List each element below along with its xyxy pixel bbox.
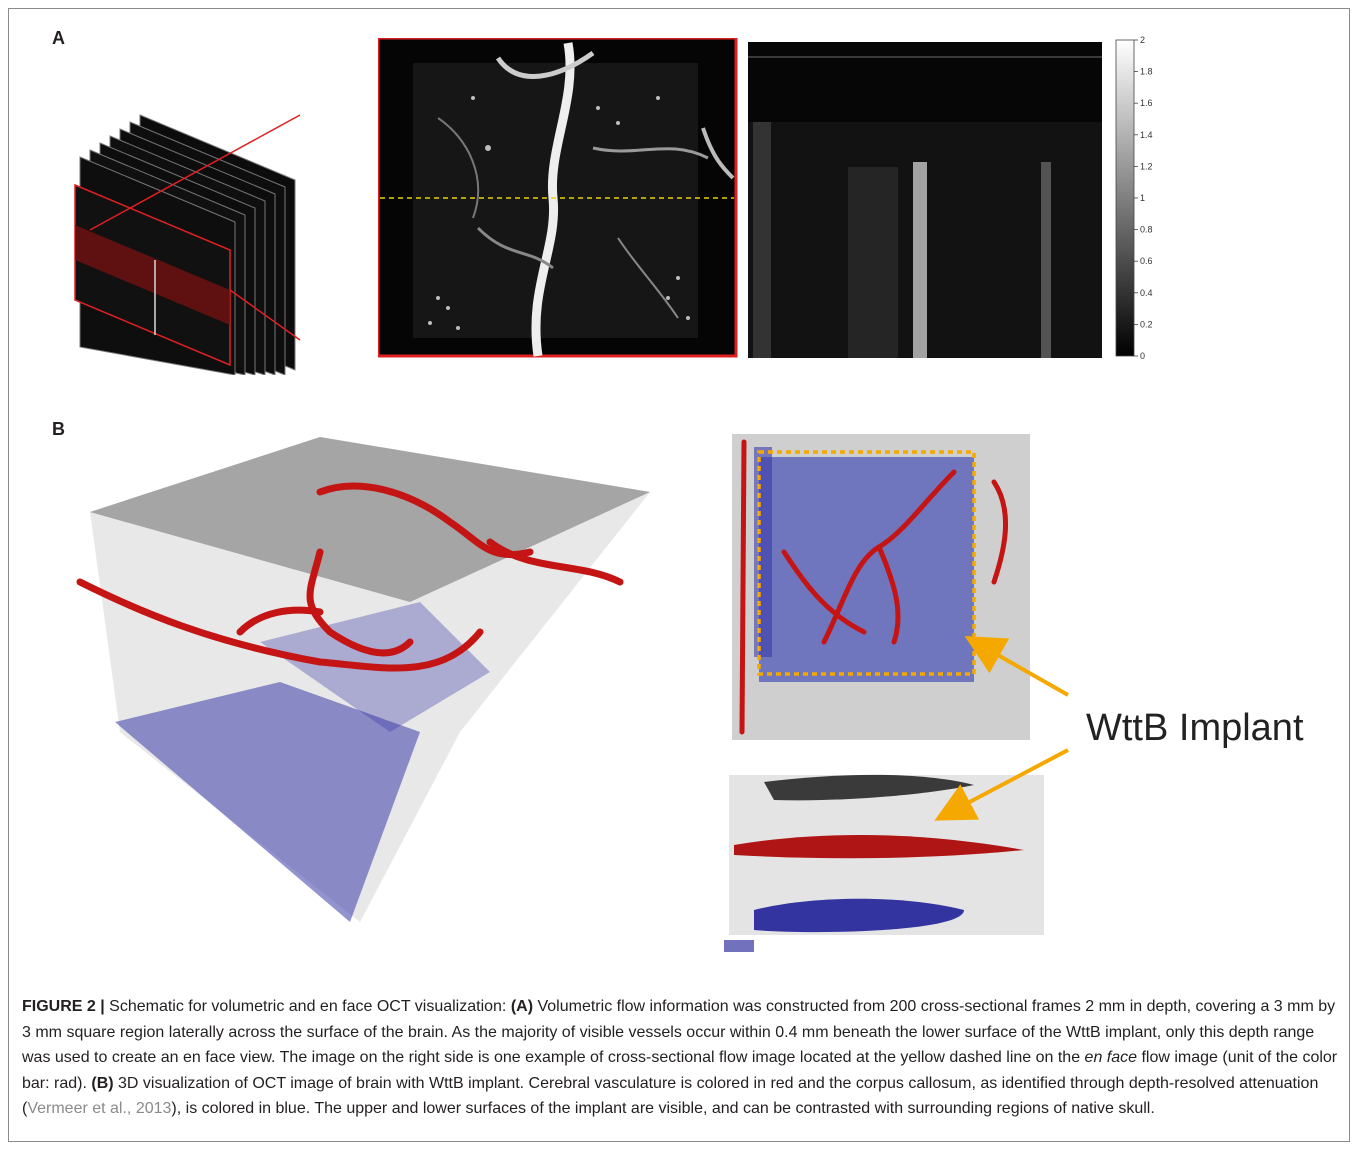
- caption-part5: ), is colored in blue. The upper and low…: [171, 1100, 1155, 1117]
- panel-a-label: A: [52, 28, 65, 48]
- colorbar-tick-label: 1.4: [1140, 130, 1153, 140]
- citation-link[interactable]: Vermeer et al., 2013: [27, 1100, 172, 1117]
- implant-box: [757, 450, 976, 676]
- figure-caption: FIGURE 2 | Schematic for volumetric and …: [22, 994, 1344, 1122]
- caption-part2: Volumetric flow information was construc…: [22, 998, 1336, 1066]
- speckle-region: [428, 96, 690, 330]
- caption-part1: Schematic for volumetric and en face OCT…: [104, 998, 511, 1015]
- colorbar-tick-label: 1.6: [1140, 98, 1153, 108]
- caption-italic: en face: [1084, 1049, 1138, 1066]
- en-face-flow-image: [378, 38, 738, 358]
- colorbar: 2 1.8 1.6 1.4 1.2 1 0.8 0.6 0.4 0.2 0: [1115, 35, 1153, 361]
- colorbar-tick-label: 1.8: [1140, 67, 1153, 77]
- caption-part4: 3D visualization of OCT image of brain w…: [22, 1074, 1319, 1118]
- implant-label: WttB Implant: [1086, 707, 1304, 749]
- colorbar-tick-label: 2: [1140, 35, 1145, 45]
- colorbar-ticks: 2 1.8 1.6 1.4 1.2 1 0.8 0.6 0.4 0.2 0: [1134, 35, 1153, 361]
- oct-top-view-image: [732, 434, 1030, 740]
- colorbar-tick-label: 0: [1140, 351, 1145, 361]
- oct-3d-volume-image: [76, 437, 650, 922]
- implant-arrows: [934, 636, 1069, 821]
- stacked-frames: [74, 114, 296, 375]
- caption-part3: flow image (unit of the color bar: rad).: [22, 1049, 1338, 1092]
- oct-side-view-image: [724, 760, 1049, 955]
- vessels-3d: [76, 482, 624, 672]
- arrow-to-top-view: [964, 636, 1069, 697]
- figure-frame: [8, 8, 1350, 1142]
- arrow-to-side-view: [934, 748, 1069, 821]
- colorbar-tick-label: 0.2: [1140, 319, 1153, 329]
- cross-sectional-flow-image: [748, 42, 1102, 358]
- colorbar-tick-label: 0.6: [1140, 256, 1153, 266]
- panel-b-label: B: [52, 419, 65, 439]
- vessels-top: [739, 439, 1008, 735]
- figure-label: FIGURE 2 |: [22, 998, 105, 1015]
- caption-a-ref: (A): [510, 998, 534, 1015]
- frame-stack-image: [74, 114, 301, 375]
- caption-b-ref: (B): [91, 1074, 114, 1092]
- colorbar-tick-label: 0.4: [1140, 288, 1153, 298]
- colorbar-tick-label: 1.2: [1140, 161, 1153, 171]
- colorbar-tick-label: 0.8: [1140, 225, 1153, 235]
- colorbar-tick-label: 1: [1140, 193, 1145, 203]
